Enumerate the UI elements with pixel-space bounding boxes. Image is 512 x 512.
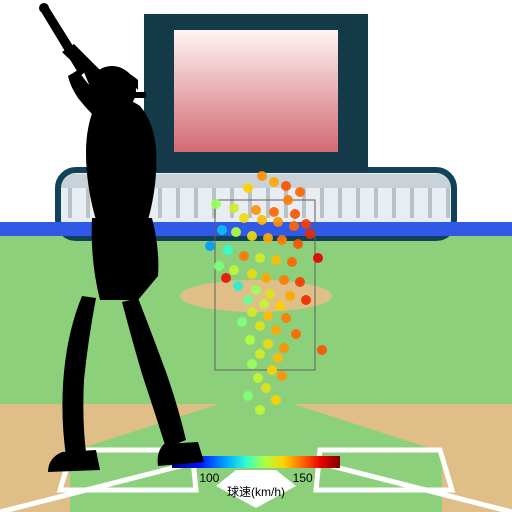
svg-text:100: 100 bbox=[199, 471, 219, 485]
svg-text:150: 150 bbox=[293, 471, 313, 485]
pitch-location-chart: 100 150 球速(km/h) bbox=[0, 0, 512, 512]
scoreboard bbox=[144, 14, 368, 172]
pitchers-mound bbox=[180, 280, 332, 312]
legend-title: 球速(km/h) bbox=[227, 485, 285, 499]
